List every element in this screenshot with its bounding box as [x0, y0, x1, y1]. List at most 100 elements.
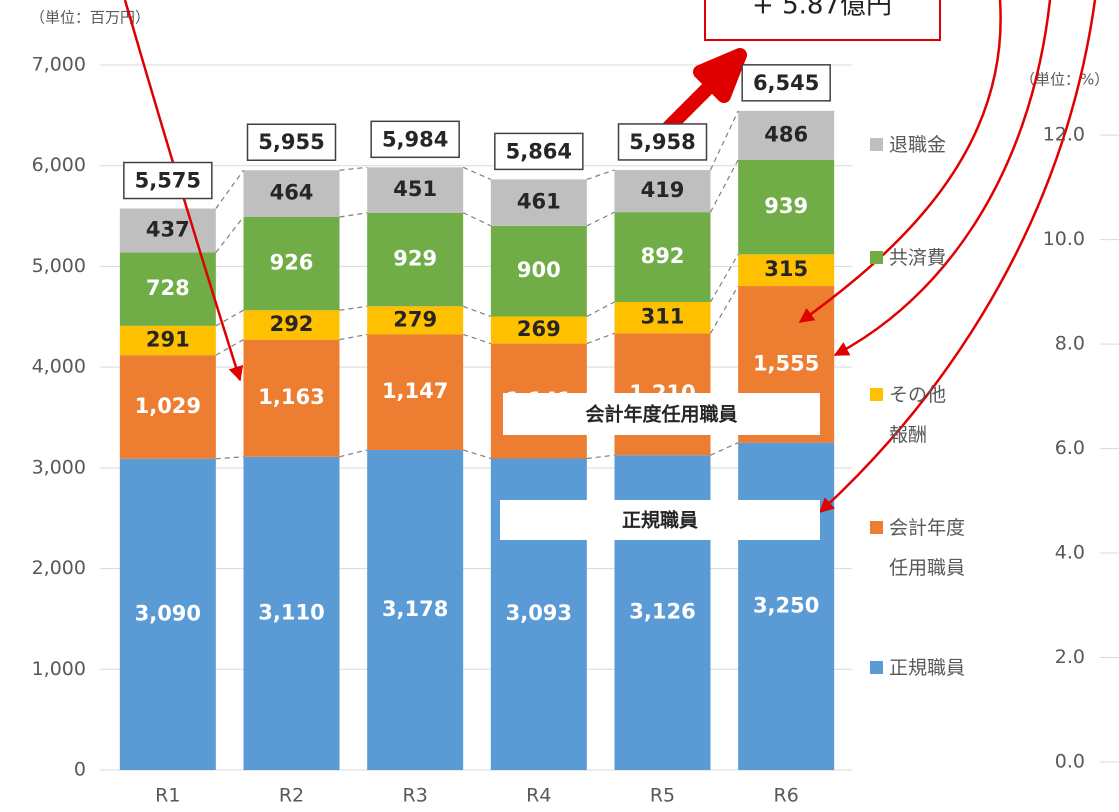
arrow: [833, 0, 1052, 357]
value-label: 1,163: [258, 385, 324, 409]
bar-segment: [738, 159, 835, 255]
connector-line: [586, 211, 615, 227]
connector-line: [339, 166, 368, 171]
y2-tick-label: 0.0: [1055, 751, 1085, 773]
y2-tick-label: 2.0: [1055, 646, 1085, 668]
value-label: 926: [270, 251, 314, 275]
value-label: 461: [517, 190, 561, 214]
y2-unit-label: （単位：%）: [1020, 71, 1109, 89]
legend-item: 退職金: [870, 125, 965, 165]
legend-swatch: [870, 251, 883, 264]
connector-line: [709, 110, 739, 171]
total-label: 6,545: [753, 71, 819, 95]
total-box: [370, 120, 460, 159]
value-label: 486: [764, 122, 808, 146]
bar-segment: [119, 355, 216, 459]
legend-item: 共済費: [870, 238, 965, 278]
x-tick-label: R6: [774, 785, 799, 807]
y-tick-label: 7,000: [32, 54, 86, 76]
annotation-box: [500, 500, 820, 540]
value-label: 3,110: [258, 600, 324, 624]
legend-swatch: [870, 661, 883, 674]
total-label: 5,984: [382, 127, 448, 151]
y2-tick-label: 6.0: [1055, 437, 1085, 459]
value-label: 269: [517, 317, 561, 341]
connector-line: [462, 305, 492, 318]
total-label: 5,958: [629, 130, 695, 154]
y-unit-label: （単位：百万円）: [30, 9, 150, 27]
y-tick-label: 6,000: [32, 154, 86, 176]
bar-segment: [614, 301, 711, 334]
arrow: [818, 0, 1097, 514]
connector-line: [462, 449, 492, 460]
value-label: 1,555: [753, 351, 819, 375]
y-tick-label: 0: [74, 759, 86, 781]
connector-line: [709, 254, 739, 303]
value-label: 3,178: [382, 597, 448, 621]
value-label: 311: [641, 305, 685, 329]
legend-label: その他報酬: [889, 384, 947, 446]
bar-segment: [243, 339, 340, 457]
annotation: 正規職員: [622, 509, 698, 532]
connector-line: [339, 212, 368, 218]
connector-line: [462, 333, 492, 345]
connector-line: [462, 212, 492, 227]
bar-segment: [243, 170, 340, 217]
annotation-box: [503, 393, 820, 435]
bar-segment: [367, 449, 464, 770]
value-label: 1,029: [135, 394, 201, 418]
bar-segment: [243, 216, 340, 311]
bar-segment: [490, 316, 587, 344]
connector-line: [709, 285, 739, 334]
value-label: 315: [764, 257, 808, 281]
value-label: 3,093: [506, 601, 572, 625]
connector-line: [215, 216, 244, 253]
y2-tick-label: 8.0: [1055, 333, 1085, 355]
legend-label: 正規職員: [889, 657, 966, 679]
value-label: 1,147: [382, 379, 448, 403]
value-label: 451: [393, 177, 437, 201]
connector-line: [586, 454, 615, 460]
value-label: 279: [393, 307, 437, 331]
bar-segment: [243, 456, 340, 770]
connector-line: [586, 169, 615, 180]
legend-label: 会計年度任用職員: [889, 517, 966, 579]
total-label: 5,955: [258, 130, 324, 154]
value-label: 292: [270, 312, 314, 336]
value-label: 291: [146, 328, 190, 352]
value-label: 929: [393, 247, 437, 271]
connector-line: [709, 159, 739, 213]
y-tick-label: 5,000: [32, 255, 86, 277]
value-label: 419: [641, 178, 685, 202]
value-label: 1,141: [506, 388, 572, 412]
connector-line: [462, 166, 492, 180]
y-tick-label: 4,000: [32, 356, 86, 378]
annotation-top: + 5.87億円: [752, 0, 892, 21]
value-label: 728: [146, 276, 190, 300]
y2-tick-label: 12.0: [1043, 124, 1085, 146]
legend-item: その他報酬: [870, 375, 946, 455]
annotation-box: [704, 0, 941, 41]
y2-tick-label: 4.0: [1055, 542, 1085, 564]
bar-segment: [490, 225, 587, 317]
arrow: [798, 0, 1002, 324]
bar-segment: [738, 254, 835, 287]
x-tick-label: R1: [155, 785, 180, 807]
bar-segment: [490, 179, 587, 226]
y2-tick-label: 10.0: [1043, 228, 1085, 250]
big-arrow: [663, 48, 747, 133]
total-box: [494, 132, 584, 171]
total-label: 5,575: [135, 169, 201, 193]
value-label: 437: [146, 218, 190, 242]
value-label: 3,250: [753, 593, 819, 617]
total-label: 5,864: [506, 139, 572, 163]
y-tick-label: 3,000: [32, 456, 86, 478]
value-label: 892: [641, 244, 685, 268]
value-label: 3,090: [135, 601, 201, 625]
total-box: [617, 123, 708, 161]
legend-label: 退職金: [889, 134, 947, 156]
legend-item: 会計年度任用職員: [870, 508, 965, 588]
connector-line: [339, 449, 368, 458]
